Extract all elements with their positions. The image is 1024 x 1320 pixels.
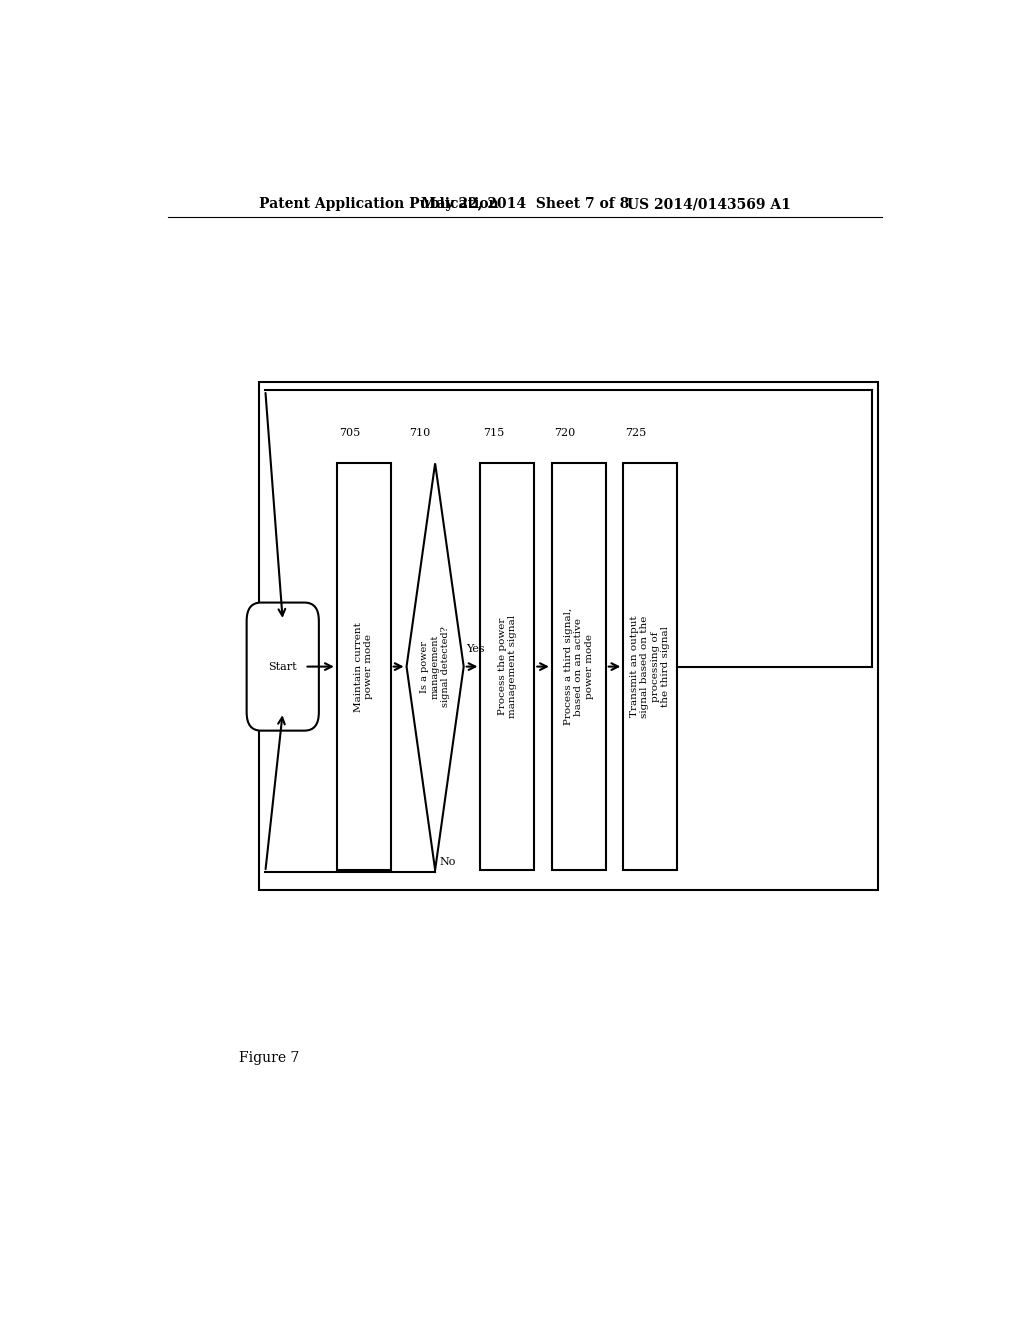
- Text: Transmit an output
signal based on the
processing of
the third signal: Transmit an output signal based on the p…: [630, 615, 671, 718]
- Text: No: No: [439, 857, 456, 867]
- Text: Figure 7: Figure 7: [240, 1051, 299, 1065]
- Polygon shape: [407, 463, 464, 870]
- Text: 720: 720: [554, 428, 575, 438]
- Text: 710: 710: [409, 428, 430, 438]
- Text: 705: 705: [339, 428, 360, 438]
- Bar: [624, 463, 677, 870]
- Text: Start: Start: [268, 661, 297, 672]
- Bar: [480, 463, 535, 870]
- Bar: [337, 463, 391, 870]
- FancyBboxPatch shape: [247, 602, 318, 731]
- Text: 715: 715: [482, 428, 504, 438]
- Text: Is a power
management
signal detected?: Is a power management signal detected?: [420, 626, 450, 708]
- Text: Yes: Yes: [466, 644, 484, 655]
- Text: Maintain current
power mode: Maintain current power mode: [354, 622, 374, 711]
- Text: 725: 725: [626, 428, 647, 438]
- Text: Process a third signal,
based on an active
power mode: Process a third signal, based on an acti…: [564, 609, 594, 725]
- Text: Patent Application Publication: Patent Application Publication: [259, 197, 499, 211]
- Text: US 2014/0143569 A1: US 2014/0143569 A1: [627, 197, 791, 211]
- Text: Process the power
management signal: Process the power management signal: [498, 615, 517, 718]
- Text: May 22, 2014  Sheet 7 of 8: May 22, 2014 Sheet 7 of 8: [421, 197, 629, 211]
- Bar: [552, 463, 606, 870]
- Bar: [259, 381, 878, 890]
